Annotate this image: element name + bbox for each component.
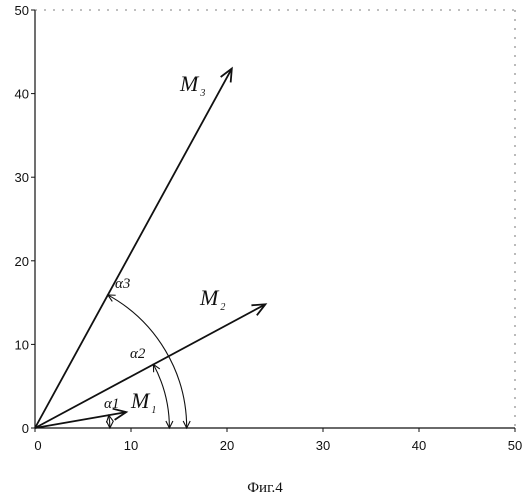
vector-label-subscript: 2 [220, 302, 225, 313]
vectors [35, 69, 265, 428]
labels: M1M2M3α1α2α3 [104, 71, 225, 416]
y-tick-label: 20 [15, 254, 29, 269]
x-tick-label: 50 [508, 438, 522, 453]
x-tick-label: 40 [412, 438, 426, 453]
ticks: 0 10 20 30 40 50 0 10 20 30 40 50 [15, 3, 523, 453]
y-tick-label: 30 [15, 170, 29, 185]
figure-caption: Фиг.4 [247, 480, 283, 496]
y-tick-label: 10 [15, 337, 29, 352]
y-tick-label: 40 [15, 87, 29, 102]
x-tick-label: 30 [316, 438, 330, 453]
angle-label-a3: α3 [115, 276, 130, 292]
x-tick-label: 10 [124, 438, 138, 453]
vector-label-name: M [199, 285, 220, 310]
angle-label-a2: α2 [130, 346, 146, 362]
vector-label-name: M [179, 71, 200, 96]
arc-path-a2 [153, 364, 169, 428]
vector-label-m2: M2 [199, 285, 225, 313]
vector-label-name: M [130, 388, 151, 413]
vector-label-m3: M3 [179, 71, 205, 99]
axes [35, 10, 515, 428]
angle-arc-a2 [153, 364, 172, 428]
angle-arc-a1 [106, 415, 113, 428]
angle-label-a1: α1 [104, 396, 119, 412]
vector-label-m1: M1 [130, 388, 156, 416]
vector-label-subscript: 1 [151, 405, 156, 416]
y-tick-label: 50 [15, 3, 29, 18]
y-tick-label: 0 [22, 421, 29, 436]
x-tick-label: 0 [34, 438, 41, 453]
vector-label-subscript: 3 [199, 88, 205, 99]
vector-m3 [35, 69, 232, 428]
vector-shaft-m3 [35, 69, 232, 428]
x-tick-label: 20 [220, 438, 234, 453]
